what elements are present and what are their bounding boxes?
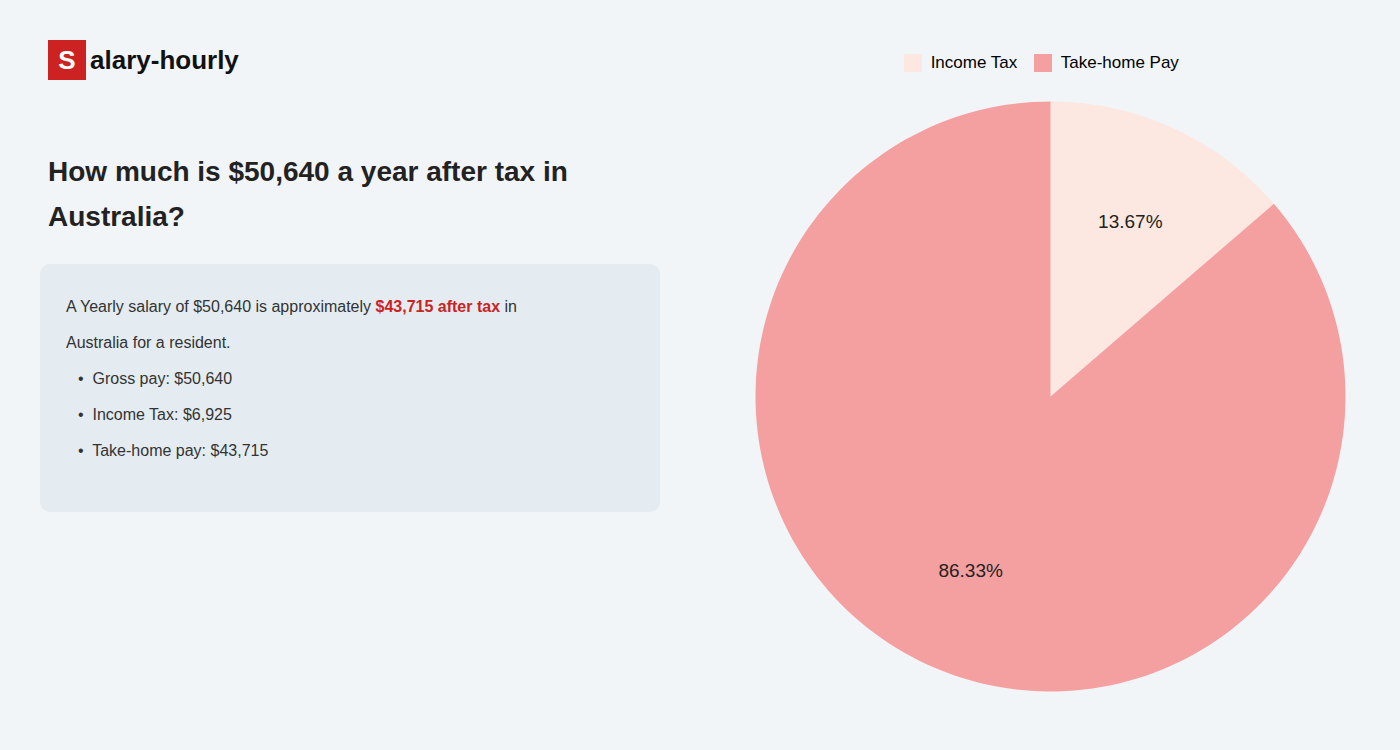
svg-text:13.67%: 13.67%	[1098, 211, 1163, 232]
html-text:Income Tax: Income Tax	[930, 52, 1018, 72]
svg-text:86.33%: 86.33%	[938, 560, 1003, 581]
html-text:How much is $50,640 a year aft: How much is $50,640 a year after tax in …	[48, 156, 568, 232]
html-text:A Yearly salary of $50,640 is: A Yearly salary of $50,640 is approximat…	[66, 297, 517, 315]
html-text:• Gross pay: $50,640: • Gross pay: $50,640	[78, 369, 233, 387]
html-text:S: S	[58, 44, 76, 75]
html-text:• Income Tax: $6,925: • Income Tax: $6,925	[78, 405, 232, 423]
html-text:alary-hourly: alary-hourly	[90, 44, 239, 75]
html-text:Australia for a resident.: Australia for a resident.	[66, 333, 231, 351]
html-text:Take-home Pay: Take-home Pay	[1060, 52, 1179, 72]
html-text:• Take-home pay: $43,715: • Take-home pay: $43,715	[78, 441, 269, 459]
